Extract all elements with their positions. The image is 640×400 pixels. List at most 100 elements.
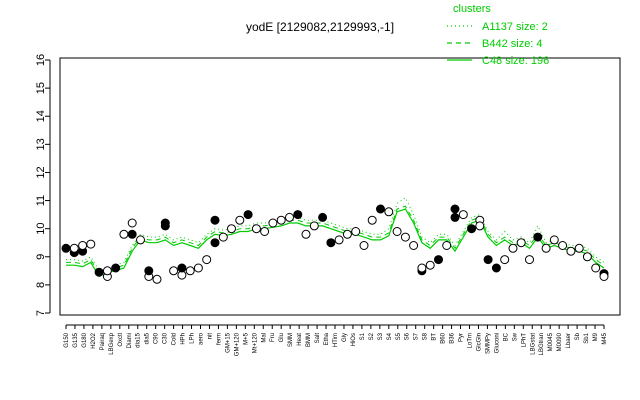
data-point (525, 255, 534, 265)
x-tick-label: LBGtran (539, 333, 545, 355)
data-point (301, 229, 311, 239)
data-point (434, 255, 443, 265)
x-tick-label: LPh (190, 333, 196, 344)
x-tick-label: dia15 (136, 332, 142, 347)
x-tick-label: S4 (387, 332, 393, 340)
x-tick-label: Gluconi (494, 333, 500, 353)
x-tick-label: SMMPy (485, 333, 491, 354)
y-tick-label: 8 (35, 282, 47, 288)
x-tick-label: Sb (575, 332, 581, 340)
x-tick-label: BT (432, 333, 438, 341)
data-point (342, 229, 352, 239)
x-tick-label: HiOs (351, 333, 357, 346)
x-tick-label: M45 (602, 332, 608, 344)
legend-label: C48 size: 196 (482, 55, 549, 67)
x-tick-label: S3 (378, 332, 384, 340)
data-point (268, 218, 278, 228)
data-point (309, 221, 319, 231)
x-tick-label: nit (207, 333, 213, 340)
data-point (582, 252, 592, 262)
y-tick-label: 10 (35, 223, 47, 235)
y-tick-label: 7 (35, 310, 47, 316)
data-point (144, 266, 154, 276)
data-point (334, 235, 344, 245)
x-tick-label: Oxctl (118, 333, 124, 347)
plot-frame (59, 57, 621, 316)
data-point (69, 243, 79, 253)
data-point (574, 243, 584, 253)
x-tick-label: S2 (369, 332, 375, 340)
data-point (491, 263, 501, 273)
data-point (61, 243, 71, 253)
data-point (127, 229, 137, 239)
x-tick-label: BC (503, 332, 509, 341)
data-point (516, 238, 526, 248)
x-tick-label: dia5 (145, 332, 151, 344)
x-tick-label: Cold (172, 333, 178, 345)
x-tick-label: C30 (163, 332, 169, 344)
data-point (367, 215, 377, 225)
x-tick-label: GM+120 (234, 332, 240, 356)
data-points (61, 204, 609, 284)
data-point (392, 227, 402, 236)
data-point (235, 215, 245, 225)
data-point (450, 212, 460, 222)
x-tick-label: LBGexp (109, 332, 115, 354)
data-point (458, 210, 468, 220)
x-tick-label: Sw (512, 332, 518, 341)
data-point (293, 210, 303, 220)
data-point (500, 255, 510, 265)
data-point (119, 229, 129, 239)
x-tick-label: S7 (414, 332, 420, 340)
data-point (400, 232, 410, 242)
x-tick-label: S8 (423, 332, 429, 340)
chart-title: yodE [2129082,2129993,-1] (246, 20, 394, 34)
data-point (127, 218, 137, 228)
data-point (591, 263, 601, 273)
x-tick-label: GM+15 (225, 332, 231, 353)
data-point (384, 207, 394, 217)
x-tick-label: Pyr (459, 333, 465, 342)
data-point (202, 255, 212, 265)
x-tick-label: Gly (342, 333, 348, 342)
x-tick-label: BMM (306, 333, 312, 347)
x-tick-label: Diami (127, 333, 133, 348)
legend-label: B442 size: 4 (482, 38, 543, 50)
x-tick-label: Heat (297, 333, 303, 346)
data-point (549, 235, 559, 245)
x-tick-label: Sb1 (584, 332, 590, 343)
x-tick-label: ferm (216, 333, 222, 345)
data-point (351, 227, 361, 236)
data-point (599, 272, 609, 281)
data-point (483, 255, 493, 265)
x-tick-label: S6 (405, 332, 411, 340)
y-tick-label: 15 (35, 82, 47, 94)
data-point (251, 224, 261, 234)
x-tick-label: M0045 (548, 332, 554, 351)
series-line-dotted (66, 196, 605, 272)
x-axis: G150 G135 G180 H2O2 Pairaq LBGexp Oxctl Diami di… (64, 324, 608, 356)
x-tick-label: Mt+120 (252, 332, 258, 353)
x-tick-label: Etha (324, 332, 330, 345)
data-point (177, 263, 187, 273)
data-point (152, 274, 162, 284)
x-tick-label: Fru (270, 333, 276, 342)
x-tick-label: Salt (315, 333, 321, 344)
data-point (376, 204, 385, 214)
x-tick-label: Mal (261, 333, 267, 343)
y-tick-label: 9 (35, 254, 47, 260)
data-point (210, 215, 220, 225)
data-point (541, 243, 551, 253)
x-tick-label: LoTm (468, 333, 474, 348)
x-tick-label: Lbaer (566, 333, 572, 348)
x-tick-label: B36 (450, 332, 456, 343)
data-point (276, 215, 286, 225)
data-point (193, 263, 203, 273)
x-tick-label: HPh (181, 333, 187, 345)
y-tick-label: 14 (35, 110, 47, 122)
data-point (508, 243, 518, 253)
data-point (227, 224, 236, 234)
x-tick-label: Pairaq (100, 333, 106, 350)
x-tick-label: HTim (333, 333, 339, 347)
